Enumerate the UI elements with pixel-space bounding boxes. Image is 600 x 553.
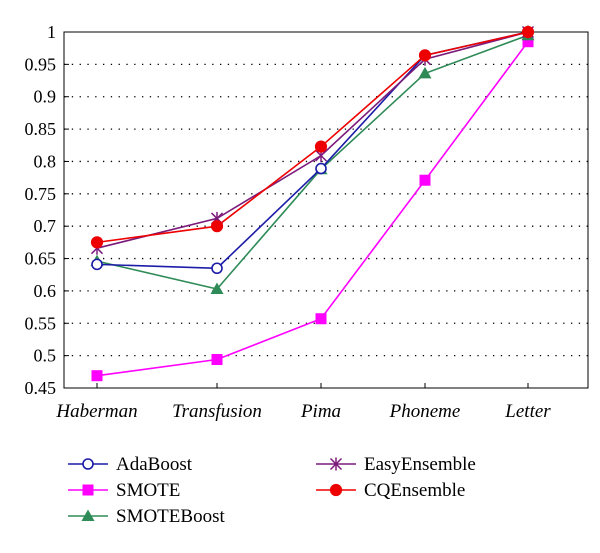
data-point-cqensemble bbox=[418, 49, 432, 62]
series-line-easyensemble bbox=[96, 31, 529, 249]
legend-item-easyensemble: EasyEnsemble bbox=[316, 454, 476, 475]
series-easyensemble bbox=[90, 25, 535, 255]
data-point-smoteboost bbox=[418, 66, 432, 79]
series-line-smoteboost bbox=[96, 34, 529, 290]
data-point-cqensemble bbox=[210, 220, 224, 233]
data-point-cqensemble bbox=[90, 236, 104, 249]
legend-marker bbox=[329, 457, 343, 471]
data-point-cqensemble bbox=[521, 25, 535, 39]
legend-item-adaboost: AdaBoost bbox=[68, 454, 193, 475]
series bbox=[90, 25, 535, 382]
y-tick-label: 0.85 bbox=[25, 119, 57, 139]
y-tick-label: 0.7 bbox=[34, 216, 57, 236]
legend-marker bbox=[329, 483, 343, 497]
y-tick-label: 0.8 bbox=[34, 151, 57, 171]
y-tick-label: 0.9 bbox=[34, 87, 57, 107]
data-point-adaboost bbox=[211, 262, 223, 275]
y-axis: 0.45 0.5 0.55 0.6 0.65 0.7 0.75 0.8 0.85 0.9 0.95 1 bbox=[25, 22, 69, 398]
y-tick-label: 0.75 bbox=[25, 184, 57, 204]
legend-marker bbox=[82, 458, 94, 470]
y-tick-label: 0.55 bbox=[25, 313, 57, 333]
series-line-smote bbox=[96, 41, 529, 377]
legend-item-smote: SMOTE bbox=[68, 480, 180, 501]
legend: AdaBoost SMOTE SMOTEBoost EasyEnsemble CQEns… bbox=[68, 454, 476, 527]
legend-item-smoteboost: SMOTEBoost bbox=[68, 506, 225, 527]
legend-label: CQEnsemble bbox=[364, 480, 465, 501]
series-line-cqensemble bbox=[96, 31, 529, 244]
data-point-smote bbox=[211, 354, 223, 366]
data-point-smote bbox=[522, 36, 534, 48]
legend-label: AdaBoost bbox=[116, 454, 193, 475]
legend-item-cqensemble: CQEnsemble bbox=[316, 480, 465, 501]
y-tick-label: 0.95 bbox=[25, 54, 57, 74]
series-cqensemble bbox=[90, 25, 535, 249]
y-tick-label: 0.65 bbox=[25, 249, 57, 269]
data-point-smote bbox=[419, 174, 431, 186]
series-smote bbox=[91, 36, 534, 382]
y-tick-label: 0.45 bbox=[25, 378, 57, 398]
data-point-adaboost bbox=[91, 258, 103, 271]
data-point-smote bbox=[91, 370, 103, 382]
x-tick-label: Haberman bbox=[55, 401, 137, 422]
data-point-smote bbox=[315, 313, 327, 325]
data-point-adaboost bbox=[315, 162, 327, 175]
x-tick-label: Phoneme bbox=[389, 401, 461, 422]
legend-marker bbox=[82, 484, 94, 496]
legend-label: SMOTE bbox=[116, 480, 180, 501]
data-point-smoteboost bbox=[210, 282, 224, 294]
x-tick-label: Letter bbox=[504, 401, 551, 422]
x-axis: Haberman Transfusion Pima Phoneme Letter bbox=[55, 383, 551, 422]
x-tick-label: Pima bbox=[300, 401, 341, 422]
plot-frame bbox=[63, 31, 589, 389]
y-tick-label: 1 bbox=[47, 22, 56, 42]
legend-marker bbox=[81, 509, 95, 521]
y-tick-label: 0.5 bbox=[34, 346, 57, 366]
legend-label: EasyEnsemble bbox=[364, 454, 476, 475]
y-tick-label: 0.6 bbox=[34, 281, 57, 301]
legend-label: SMOTEBoost bbox=[116, 506, 225, 527]
data-point-cqensemble bbox=[314, 140, 328, 153]
x-tick-label: Transfusion bbox=[172, 401, 262, 422]
